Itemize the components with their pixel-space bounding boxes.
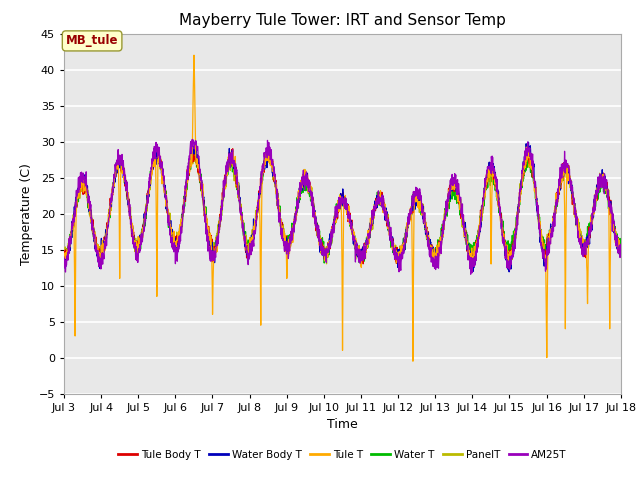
X-axis label: Time: Time (327, 418, 358, 431)
Text: MB_tule: MB_tule (66, 35, 118, 48)
Legend: Tule Body T, Water Body T, Tule T, Water T, PanelT, AM25T: Tule Body T, Water Body T, Tule T, Water… (114, 445, 571, 464)
Title: Mayberry Tule Tower: IRT and Sensor Temp: Mayberry Tule Tower: IRT and Sensor Temp (179, 13, 506, 28)
Y-axis label: Temperature (C): Temperature (C) (20, 163, 33, 264)
